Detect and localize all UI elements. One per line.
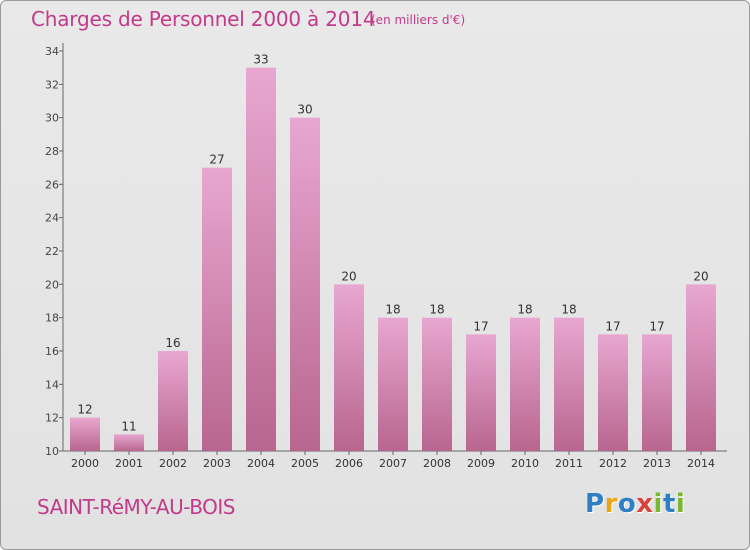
bar-chart: 10 12 14 16 18 20 22 24 26 28 30 32 34 12 2000 11 2001 1…: [45, 43, 727, 470]
y-tick-label: 22: [45, 245, 59, 258]
commune-name: SAINT-RéMY-AU-BOIS: [37, 495, 235, 519]
bar: [598, 334, 628, 451]
y-tick-label: 24: [45, 212, 59, 225]
logo-letter: r: [604, 489, 618, 519]
y-tick-label: 12: [45, 412, 59, 425]
bar: [686, 284, 716, 451]
data-label: 12: [77, 403, 92, 417]
data-label: 27: [209, 153, 224, 167]
data-label: 20: [693, 269, 708, 283]
x-tick-label: 2009: [467, 457, 495, 470]
y-tick-label: 20: [45, 278, 59, 291]
logo-letter: o: [617, 489, 637, 519]
bar: [114, 434, 144, 451]
bar: [510, 317, 540, 451]
bar: [378, 317, 408, 451]
data-label: 30: [297, 103, 312, 117]
y-tick-label: 10: [45, 445, 59, 458]
x-tick-label: 2010: [511, 457, 539, 470]
data-label: 18: [517, 303, 532, 317]
x-tick-label: 2008: [423, 457, 451, 470]
bar: [466, 334, 496, 451]
data-label: 33: [253, 53, 268, 67]
x-tick-label: 2005: [291, 457, 319, 470]
data-label: 11: [121, 419, 136, 433]
proxiti-logo: Proxiti: [585, 489, 685, 519]
y-tick-label: 16: [45, 345, 59, 358]
bar: [158, 351, 188, 451]
chart-title: Charges de Personnel 2000 à 2014: [31, 7, 376, 31]
y-tick-label: 14: [45, 378, 59, 391]
bar: [290, 117, 320, 452]
x-tick-label: 2004: [247, 457, 275, 470]
data-label: 17: [605, 319, 620, 333]
bar: [334, 284, 364, 451]
data-label: 17: [649, 319, 664, 333]
logo-letter: t: [662, 489, 676, 519]
x-tick-label: 2003: [203, 457, 231, 470]
logo-letter: P: [585, 489, 605, 519]
bar: [246, 67, 276, 452]
data-label: 18: [561, 303, 576, 317]
data-label: 20: [341, 269, 356, 283]
data-label: 17: [473, 319, 488, 333]
y-tick-label: 28: [45, 145, 59, 158]
y-tick-label: 32: [45, 78, 59, 91]
logo-letter: x: [636, 489, 654, 519]
x-tick-label: 2001: [115, 457, 143, 470]
logo-letter: i: [675, 489, 686, 519]
y-tick-label: 34: [45, 45, 59, 58]
chart-subtitle: (en milliers d'€): [371, 13, 466, 27]
y-tick-label: 26: [45, 178, 59, 191]
bar: [202, 167, 232, 451]
y-tick-label: 18: [45, 312, 59, 325]
x-tick-label: 2012: [599, 457, 627, 470]
x-tick-label: 2006: [335, 457, 363, 470]
x-tick-label: 2007: [379, 457, 407, 470]
data-label: 18: [385, 303, 400, 317]
data-label: 18: [429, 303, 444, 317]
x-tick-label: 2000: [71, 457, 99, 470]
data-label: 16: [165, 336, 180, 350]
x-tick-label: 2014: [687, 457, 715, 470]
x-tick-label: 2011: [555, 457, 583, 470]
bar: [642, 334, 672, 451]
logo-letter: i: [653, 489, 663, 519]
x-tick-label: 2013: [643, 457, 671, 470]
x-tick-label: 2002: [159, 457, 187, 470]
bar: [70, 417, 100, 451]
y-tick-label: 30: [45, 112, 59, 125]
bar: [422, 317, 452, 451]
bar: [554, 317, 584, 451]
